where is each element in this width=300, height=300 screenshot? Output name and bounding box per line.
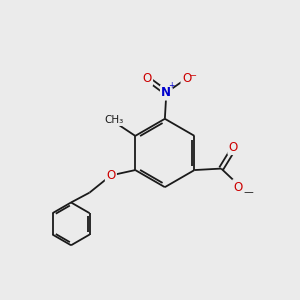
Text: −: − [190,71,196,80]
Text: CH₃: CH₃ [104,115,124,125]
Text: O: O [142,72,152,85]
Text: O: O [233,181,243,194]
Text: O: O [182,72,191,85]
Text: —: — [244,188,254,197]
Text: O: O [229,141,238,154]
Text: N: N [161,86,171,99]
Text: +: + [168,81,175,90]
Text: O: O [106,169,116,182]
